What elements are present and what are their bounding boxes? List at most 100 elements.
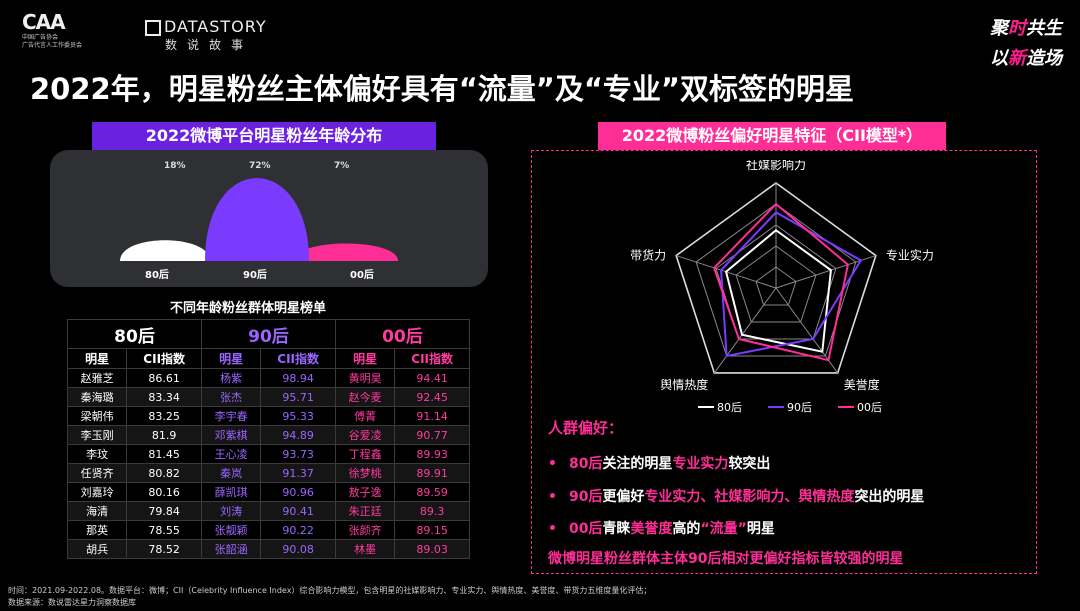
cii-value-80: 83.34 bbox=[126, 387, 202, 407]
pref-item-00-mid: 高的 bbox=[672, 521, 701, 537]
table-row: 李玉刚 81.9 邓紫棋 94.89 谷爱凌 90.77 bbox=[66, 425, 470, 445]
rank-table: 80后 90后 00后 明星 CII指数 明星 CII指数 明星 CII指数 赵… bbox=[66, 319, 471, 559]
star-name-80: 梁朝伟 bbox=[66, 406, 128, 426]
pref-item-90-end: 突出的明星 bbox=[854, 489, 925, 505]
radar-grid-ring bbox=[715, 224, 837, 340]
bullet-icon: • bbox=[548, 489, 557, 505]
table-row: 胡兵 78.52 张韶涵 90.08 林墨 89.03 bbox=[66, 539, 470, 559]
star-name-00: 丁程鑫 bbox=[334, 444, 396, 464]
event-logo-2b: 新 bbox=[1008, 48, 1026, 69]
datastory-logo: DATASTORY 数说故事 bbox=[145, 17, 267, 53]
table-row: 任贤齐 80.82 秦岚 91.37 徐梦桃 89.91 bbox=[66, 463, 470, 483]
cii-value-00: 94.41 bbox=[394, 368, 470, 388]
cii-value-80: 81.9 bbox=[126, 425, 202, 445]
age-pct-80: 18% bbox=[164, 161, 186, 171]
pref-title: 人群偏好： bbox=[548, 419, 624, 437]
rank-body: 赵雅芝 86.61 杨紫 98.94 黄明昊 94.41 秦海璐 83.34 张杰 95.71 赵今… bbox=[66, 368, 470, 559]
cii-value-90: 91.37 bbox=[260, 463, 336, 483]
col-star-90: 明星 bbox=[200, 348, 262, 369]
age-hump-80后 bbox=[120, 240, 210, 261]
star-name-90: 张杰 bbox=[200, 387, 262, 407]
pref-item-80-group: 80后 bbox=[568, 456, 603, 472]
star-name-00: 黄明昊 bbox=[334, 368, 396, 388]
cii-value-00: 89.93 bbox=[394, 444, 470, 464]
datastory-logo-cn: 数说故事 bbox=[165, 38, 254, 52]
radar-series-90后 bbox=[720, 211, 863, 358]
caa-logo-mark: CAA bbox=[22, 10, 66, 34]
radar-card bbox=[531, 150, 1037, 574]
rank-group-00: 00后 bbox=[334, 319, 471, 349]
pref-summary: 微博明星粉丝群体主体90后相对更偏好指标皆较强的明星 bbox=[548, 551, 904, 567]
star-name-80: 赵雅芝 bbox=[66, 368, 128, 388]
star-name-90: 薛凯琪 bbox=[200, 482, 262, 502]
star-name-90: 邓紫棋 bbox=[200, 425, 262, 445]
radar-grid-ring bbox=[755, 266, 797, 306]
age-distribution-card: 18% 72% 7% 80后 90后 00后 bbox=[50, 150, 488, 287]
cii-value-00: 89.91 bbox=[394, 463, 470, 483]
cii-value-00: 89.15 bbox=[394, 520, 470, 540]
pref-item-90: • 90后更偏好专业实力、社媒影响力、舆情热度突出的明星 bbox=[548, 486, 924, 506]
cii-value-80: 78.55 bbox=[126, 520, 202, 540]
cii-value-80: 86.61 bbox=[126, 368, 202, 388]
star-name-80: 李玟 bbox=[66, 444, 128, 464]
age-chart-svg bbox=[120, 178, 398, 261]
star-name-80: 那英 bbox=[66, 520, 128, 540]
cii-value-00: 90.77 bbox=[394, 425, 470, 445]
pref-item-00-text: 青睐 bbox=[602, 521, 631, 537]
table-row: 秦海璐 83.34 张杰 95.71 赵今麦 92.45 bbox=[66, 387, 470, 407]
cii-value-80: 78.52 bbox=[126, 539, 202, 559]
cii-value-00: 89.03 bbox=[394, 539, 470, 559]
cii-value-00: 92.45 bbox=[394, 387, 470, 407]
event-logo-1b: 时 bbox=[1008, 18, 1026, 39]
cii-value-80: 81.45 bbox=[126, 444, 202, 464]
age-hump-00后 bbox=[294, 243, 398, 261]
footnote-line1: 时间：2021.09-2022.08。数据平台：微博；CII（Celebrity… bbox=[8, 586, 652, 595]
pref-item-00-flow: “流量” bbox=[700, 521, 747, 537]
cii-value-90: 90.96 bbox=[260, 482, 336, 502]
radar-legend-label: 90后 bbox=[787, 401, 812, 414]
radar-grid-ring bbox=[735, 245, 817, 323]
radar-axis-label: 舆情热度 bbox=[660, 377, 708, 392]
star-name-90: 张韶涵 bbox=[200, 539, 262, 559]
radar-grid-ring bbox=[675, 182, 877, 374]
radar-legend-label: 80后 bbox=[717, 401, 742, 414]
star-name-00: 张颜齐 bbox=[334, 520, 396, 540]
cii-value-90: 90.22 bbox=[260, 520, 336, 540]
age-label-90: 90后 bbox=[243, 270, 267, 281]
radar-axis-line bbox=[775, 287, 839, 374]
star-name-80: 任贤齐 bbox=[66, 463, 128, 483]
radar-axis-label: 专业实力 bbox=[886, 248, 934, 263]
radar-axis-label: 带货力 bbox=[630, 248, 666, 263]
pref-item-00-trait: 美誉度 bbox=[630, 521, 673, 537]
star-name-00: 敖子逸 bbox=[334, 482, 396, 502]
age-hump-90后 bbox=[205, 178, 309, 261]
radar-grid-ring bbox=[695, 203, 857, 357]
star-name-80: 刘嘉玲 bbox=[66, 482, 128, 502]
pref-item-00: • 00后青睐美誉度高的“流量”明星 bbox=[548, 518, 775, 538]
event-logo-1c: 共生 bbox=[1026, 18, 1062, 39]
star-name-80: 秦海璐 bbox=[66, 387, 128, 407]
pref-item-00-group: 00后 bbox=[568, 521, 603, 537]
age-pct-90: 72% bbox=[249, 161, 271, 171]
cii-value-80: 83.25 bbox=[126, 406, 202, 426]
cii-value-00: 91.14 bbox=[394, 406, 470, 426]
radar-series-00后 bbox=[712, 202, 849, 362]
pref-item-90-group: 90后 bbox=[568, 489, 603, 505]
rank-title: 不同年龄粉丝群体明星榜单 bbox=[170, 301, 327, 316]
caa-logo-sub1: 中国广告协会 bbox=[22, 34, 59, 41]
table-row: 李玟 81.45 王心凌 93.73 丁程鑫 89.93 bbox=[66, 444, 470, 464]
bullet-icon: • bbox=[548, 456, 557, 472]
bullet-icon: • bbox=[548, 521, 557, 537]
star-name-90: 秦岚 bbox=[200, 463, 262, 483]
rank-group-80: 80后 bbox=[67, 319, 202, 349]
pref-item-80-end: 较突出 bbox=[728, 456, 771, 472]
pref-item-90-trait: 专业实力、社媒影响力、舆情热度 bbox=[644, 489, 855, 505]
radar-axis-label: 美誉度 bbox=[844, 377, 880, 392]
star-name-90: 王心凌 bbox=[200, 444, 262, 464]
cii-value-00: 89.3 bbox=[394, 501, 470, 521]
table-row: 赵雅芝 86.61 杨紫 98.94 黄明昊 94.41 bbox=[66, 368, 470, 388]
table-row: 海清 79.84 刘涛 90.41 朱正廷 89.3 bbox=[66, 501, 470, 521]
star-name-00: 朱正廷 bbox=[334, 501, 396, 521]
table-row: 那英 78.55 张靓颖 90.22 张颜齐 89.15 bbox=[66, 520, 470, 540]
col-star-80: 明星 bbox=[66, 348, 128, 369]
